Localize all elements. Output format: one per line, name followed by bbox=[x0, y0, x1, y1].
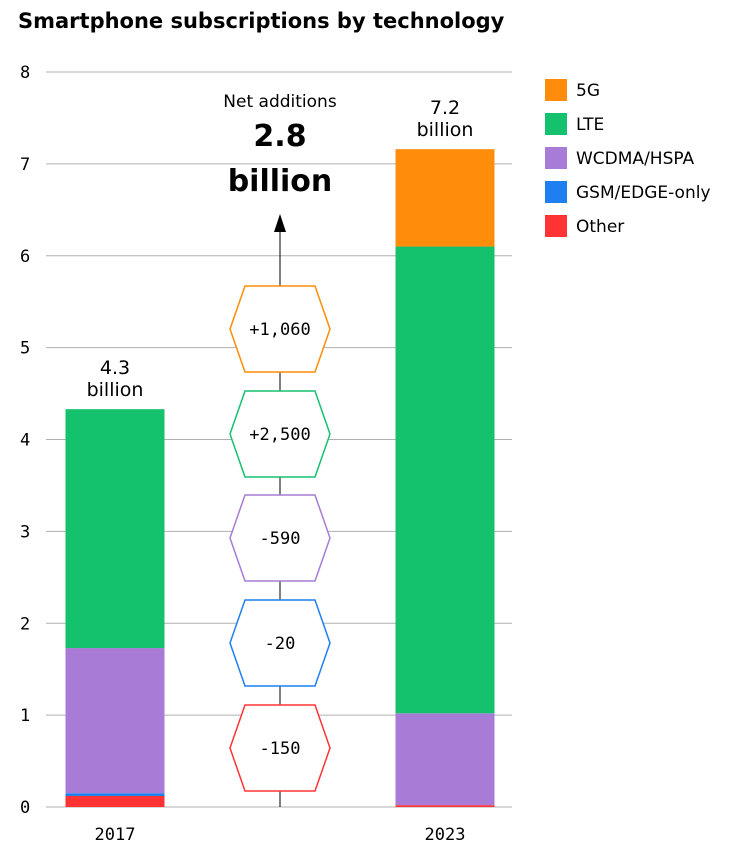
y-tick-label: 8 bbox=[20, 63, 30, 83]
net-change-label: -20 bbox=[265, 634, 296, 654]
bar-total-unit: billion bbox=[417, 119, 474, 141]
legend-label: Other bbox=[576, 217, 624, 237]
y-tick-label: 2 bbox=[20, 614, 30, 634]
up-arrow-icon bbox=[274, 214, 286, 232]
bar-total-unit: billion bbox=[87, 379, 144, 401]
bar-segment-wcdma-hspa bbox=[395, 713, 495, 806]
x-category-label: 2017 bbox=[95, 825, 136, 845]
legend-swatch bbox=[545, 215, 567, 237]
bar-segment-other bbox=[65, 795, 165, 807]
net-change-hexagon bbox=[229, 285, 331, 373]
bar-segment-lte bbox=[395, 246, 495, 714]
net-change-label: +2,500 bbox=[249, 425, 310, 445]
legend: 5G LTE WCDMA/HSPA GSM/EDGE-only Other bbox=[545, 79, 711, 237]
y-tick-label: 5 bbox=[20, 339, 30, 359]
net-additions-caption: Net additions bbox=[223, 92, 337, 112]
bar-segment-wcdma-hspa bbox=[65, 648, 165, 794]
legend-label: LTE bbox=[576, 115, 604, 135]
net-change-hexagon bbox=[229, 599, 331, 687]
bar-segment-other bbox=[395, 805, 495, 807]
bar-segment-lte bbox=[65, 409, 165, 649]
legend-label: WCDMA/HSPA bbox=[576, 149, 695, 169]
net-change-label: -150 bbox=[260, 739, 301, 759]
y-tick-label: 3 bbox=[20, 522, 30, 542]
net-change-hexagon bbox=[229, 704, 331, 792]
net-additions-unit: billion bbox=[228, 164, 333, 199]
y-tick-label: 0 bbox=[20, 798, 30, 818]
bar-total-value: 7.2 bbox=[430, 97, 460, 119]
chart-title: Smartphone subscriptions by technology bbox=[18, 9, 505, 33]
net-change-label: +1,060 bbox=[249, 320, 310, 340]
legend-label: 5G bbox=[576, 81, 600, 101]
bar-total-value: 4.3 bbox=[100, 357, 130, 379]
legend-swatch bbox=[545, 113, 567, 135]
bar-segment-gsm-edge-only bbox=[65, 793, 165, 796]
y-axis-ticks: 0 1 2 3 4 5 6 7 8 bbox=[20, 63, 30, 818]
net-change-hexagon bbox=[229, 494, 331, 582]
y-tick-label: 1 bbox=[20, 706, 30, 726]
bar-segment-5g bbox=[395, 149, 495, 247]
net-change-label: -590 bbox=[260, 529, 301, 549]
x-category-label: 2023 bbox=[425, 825, 466, 845]
legend-swatch bbox=[545, 79, 567, 101]
legend-swatch bbox=[545, 181, 567, 203]
net-change-hexagon bbox=[229, 390, 331, 478]
y-tick-label: 7 bbox=[20, 155, 30, 175]
net-additions-value: 2.8 bbox=[253, 119, 306, 154]
y-tick-label: 6 bbox=[20, 247, 30, 267]
net-additions: Net additions 2.8 billion +1,060 +2,500 -590 -… bbox=[223, 92, 337, 807]
y-tick-label: 4 bbox=[20, 431, 30, 451]
legend-swatch bbox=[545, 147, 567, 169]
legend-label: GSM/EDGE-only bbox=[576, 183, 711, 203]
